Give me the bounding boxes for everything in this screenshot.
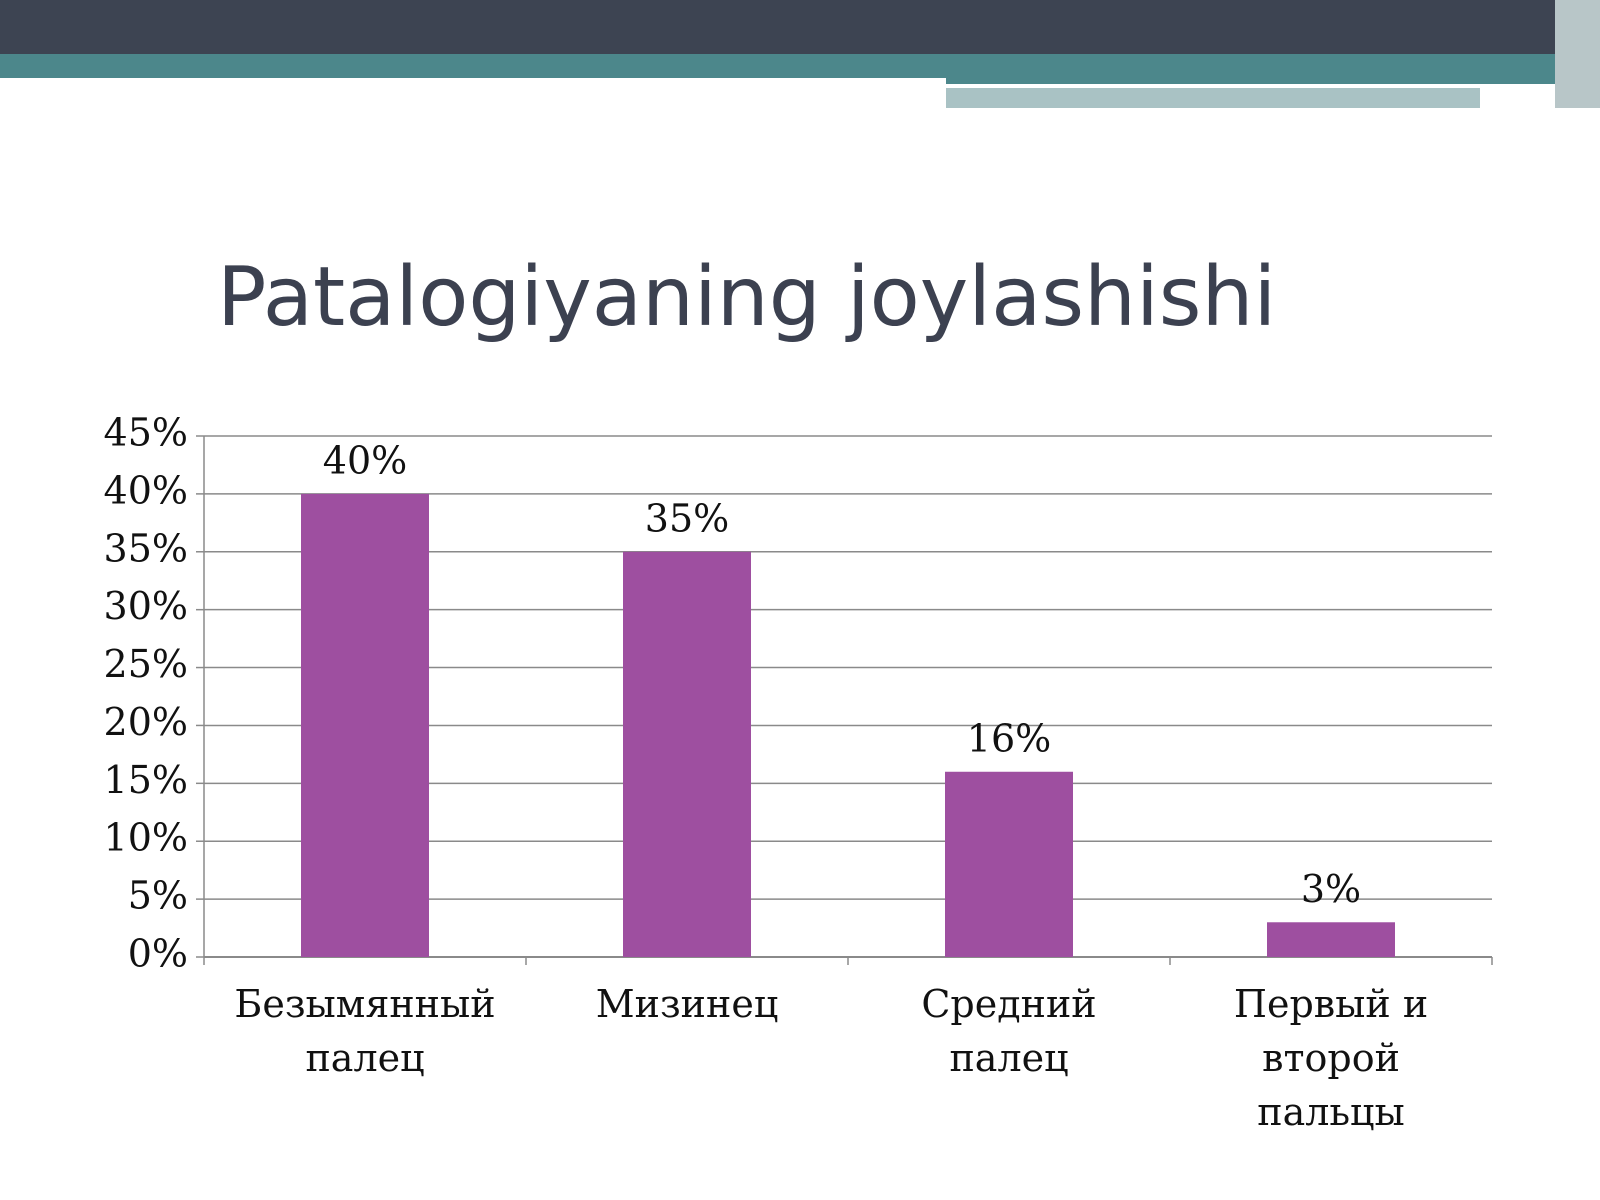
bar: [945, 771, 1073, 957]
bar: [623, 551, 751, 957]
y-tick-label: 15%: [104, 758, 188, 802]
y-tick-label: 40%: [104, 468, 188, 512]
bar: [301, 493, 429, 957]
y-tick-label: 35%: [104, 526, 188, 570]
y-tick-label: 30%: [104, 584, 188, 628]
x-tick-label: Мизинец: [595, 982, 779, 1026]
bar: [1267, 922, 1395, 957]
y-tick-label: 5%: [128, 874, 188, 918]
accent-edge: [1555, 0, 1600, 108]
accent-strip: [0, 54, 946, 78]
y-tick-label: 10%: [104, 816, 188, 860]
data-label: 3%: [1301, 867, 1361, 911]
data-label: 16%: [967, 716, 1051, 760]
top-bar: [0, 0, 1600, 54]
y-tick-label: 45%: [104, 411, 188, 455]
accent-strip: [946, 88, 1480, 108]
chart-title: Patalogiyaning joylashishi: [217, 250, 1276, 345]
accent-strip: [946, 54, 1600, 84]
y-tick-label: 25%: [104, 642, 188, 686]
y-tick-label: 20%: [104, 700, 188, 744]
x-tick-label: Безымянный палец: [234, 982, 496, 1080]
x-tick-label: Средний палец: [921, 982, 1097, 1080]
data-label: 35%: [645, 496, 729, 540]
data-label: 40%: [323, 438, 407, 482]
y-tick-label: 0%: [128, 932, 188, 976]
x-tick-label: Первый и второй пальцы: [1233, 982, 1429, 1134]
